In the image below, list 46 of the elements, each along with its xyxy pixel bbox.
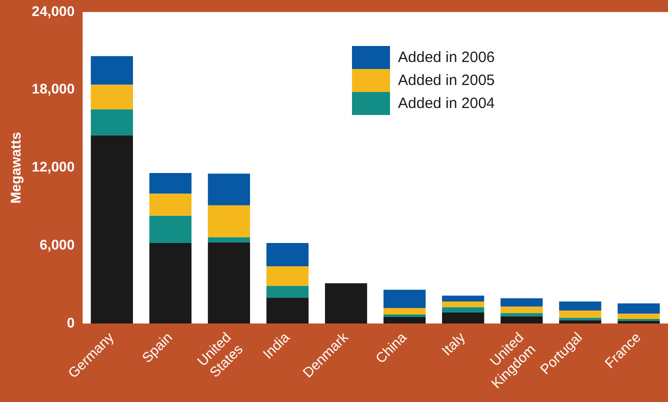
bar <box>500 313 543 316</box>
bar <box>384 314 426 318</box>
y-tick-label: 12,000 <box>32 158 75 175</box>
bar <box>266 243 309 266</box>
bar <box>149 243 192 324</box>
bar <box>208 174 250 206</box>
bar <box>442 307 484 312</box>
y-tick-label: 24,000 <box>32 2 75 19</box>
legend-label: Added in 2006 <box>398 49 495 66</box>
bar <box>90 135 133 324</box>
bar <box>90 56 133 85</box>
bar <box>149 172 192 194</box>
bar <box>266 286 309 298</box>
bar <box>442 312 484 324</box>
bar <box>208 205 250 238</box>
bar <box>384 290 426 308</box>
bar <box>559 310 602 318</box>
bar <box>384 308 426 314</box>
bar <box>266 298 309 324</box>
y-tick-label: 6,000 <box>40 236 75 253</box>
bar <box>500 298 543 307</box>
bar <box>384 317 426 324</box>
bar <box>442 301 484 308</box>
bar <box>559 320 602 324</box>
bar <box>442 296 484 302</box>
bar <box>618 314 660 319</box>
bar <box>266 266 309 286</box>
bar <box>208 242 250 324</box>
bar <box>618 303 660 314</box>
bar <box>208 237 250 242</box>
legend-label: Added in 2004 <box>398 95 495 112</box>
bar <box>500 306 543 314</box>
bar <box>500 316 543 324</box>
bar <box>90 84 133 110</box>
legend-label: Added in 2005 <box>398 72 495 89</box>
bar <box>618 320 660 324</box>
bar <box>324 283 368 324</box>
bar <box>559 318 602 320</box>
bar <box>559 301 602 311</box>
y-axis-title: Megawatts <box>7 132 24 204</box>
y-tick-label: 18,000 <box>32 80 75 97</box>
bar <box>149 194 192 216</box>
x-tick-label: Italy <box>438 329 468 358</box>
bar <box>149 216 192 244</box>
bar <box>90 109 133 136</box>
y-tick-label: 0 <box>66 314 75 330</box>
